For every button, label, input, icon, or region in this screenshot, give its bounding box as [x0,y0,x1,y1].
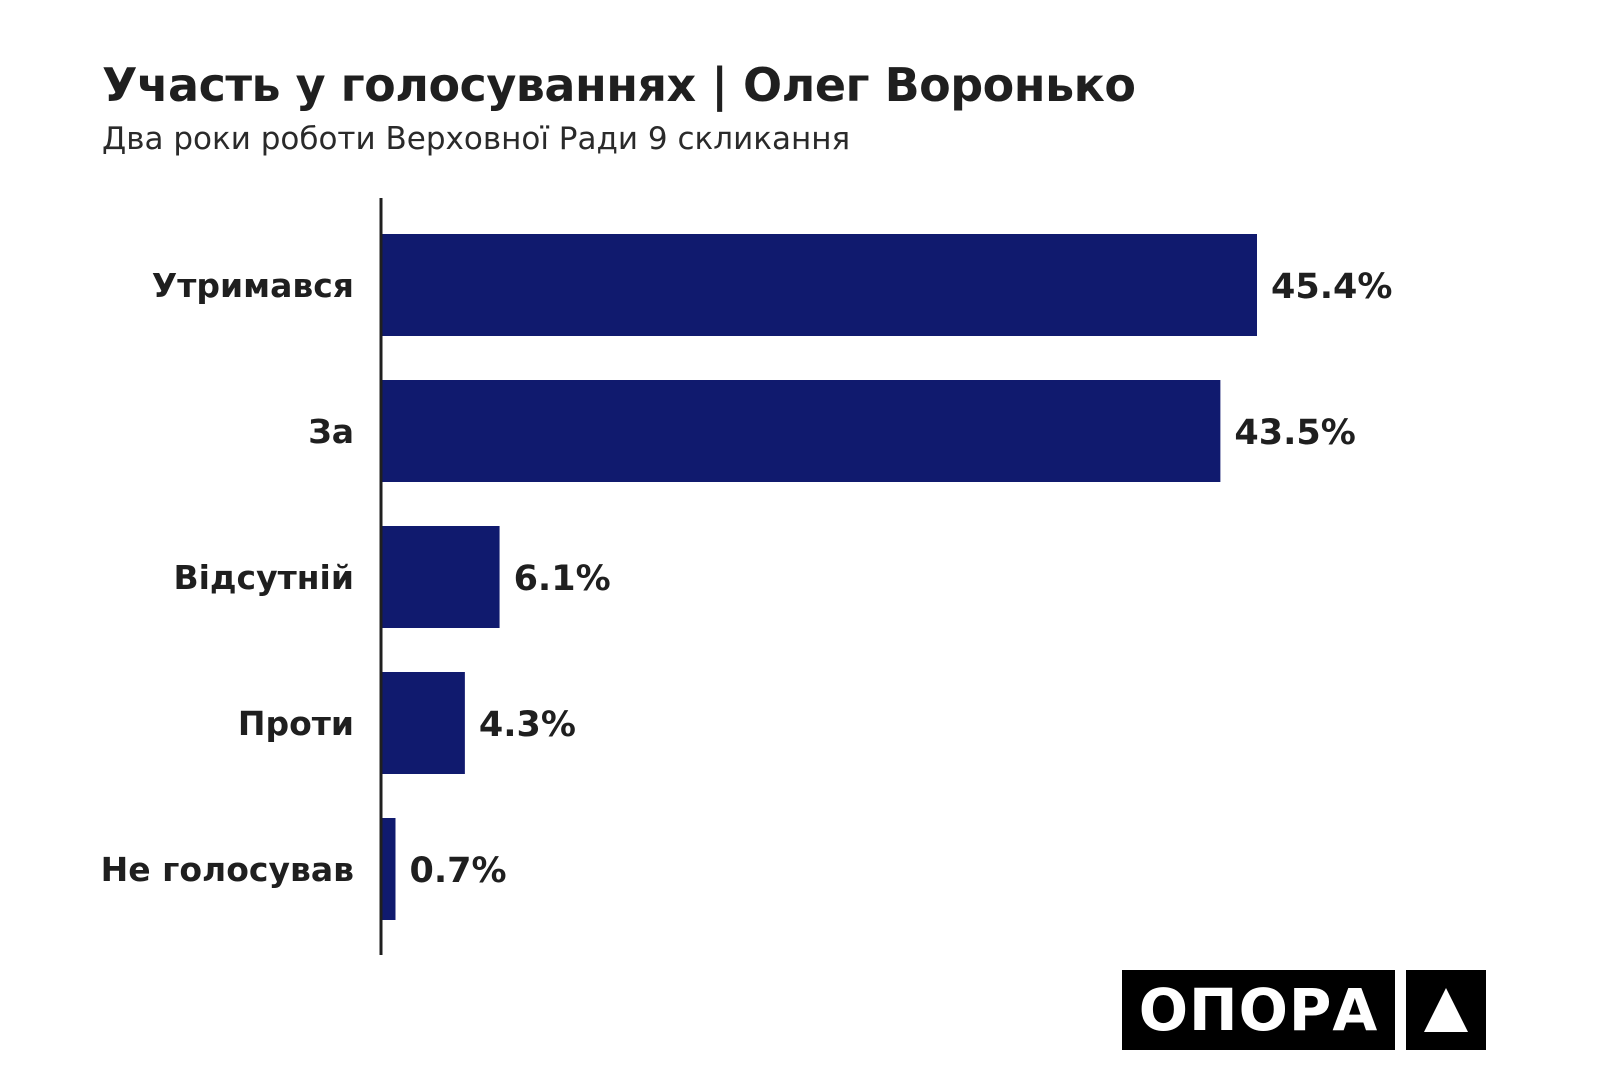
triangle-icon [1406,970,1486,1050]
chart-title: Участь у голосуваннях | Олег Воронько [102,58,1136,112]
category-label: Утримався [152,266,354,305]
value-label: 43.5% [1234,413,1355,453]
opora-logo: ОПОРА [1122,970,1395,1050]
value-label: 0.7% [409,851,506,891]
value-label: 4.3% [479,705,576,745]
category-label: Не голосував [101,850,354,889]
value-label: 45.4% [1271,267,1392,307]
value-label: 6.1% [514,559,611,599]
bar-1 [382,380,1221,482]
category-label: Проти [238,704,354,743]
category-label: За [308,412,354,451]
category-label: Відсутній [173,558,354,597]
bar-0 [382,234,1257,336]
bar-3 [382,672,465,774]
bar-2 [382,526,500,628]
bar-4 [382,818,396,920]
chart-subtitle: Два роки роботи Верховної Ради 9 скликан… [102,121,851,157]
